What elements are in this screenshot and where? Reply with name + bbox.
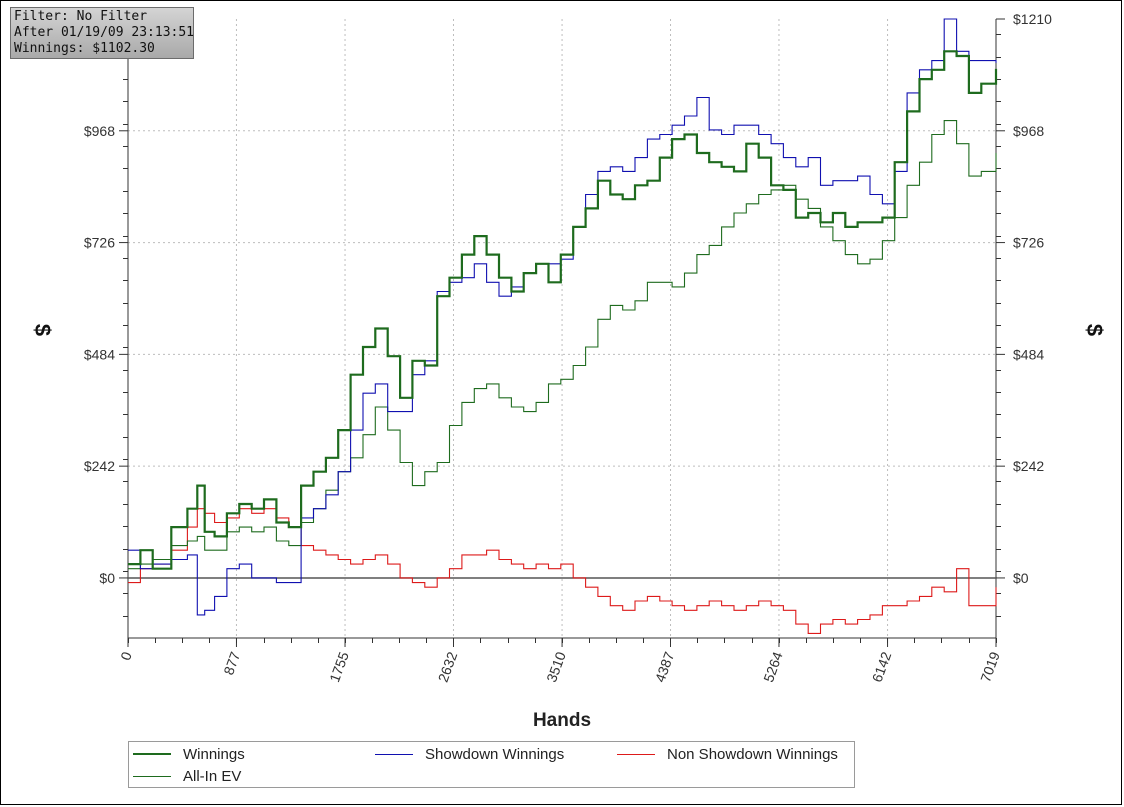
legend-swatch-showdown (375, 753, 413, 755)
legend-swatch-winnings (133, 753, 171, 755)
y-axis-title-right: $ (1082, 324, 1107, 336)
y-tick-label-left: $484 (84, 346, 115, 362)
y-tick-label-right: $726 (1013, 235, 1044, 251)
filter-text: Filter: No Filter (14, 9, 148, 24)
legend-item-allin: All-In EV (133, 766, 241, 786)
legend-item-nonshowdown: Non Showdown Winnings (617, 744, 838, 764)
legend-swatch-allin (133, 775, 171, 777)
legend-label-showdown: Showdown Winnings (425, 745, 565, 763)
legend-label-nonshowdown: Non Showdown Winnings (667, 745, 838, 763)
legend-label-winnings: Winnings (183, 745, 245, 763)
legend-item-winnings: Winnings (133, 744, 245, 764)
x-tick-label: 4387 (652, 649, 678, 684)
axes-layer (119, 18, 1005, 647)
non-showdown-winnings-line (128, 508, 997, 634)
y-tick-label-right: $484 (1013, 346, 1044, 362)
y-tick-label-right: $968 (1013, 123, 1044, 139)
x-axis-title: Hands (533, 710, 591, 731)
all-in-ev-line (128, 120, 997, 570)
legend-item-showdown: Showdown Winnings (375, 744, 564, 764)
winnings-line (128, 50, 998, 570)
legend-label-allin: All-In EV (183, 767, 242, 785)
winnings-total-text: Winnings: $1102.30 (14, 41, 155, 56)
grid-layer (128, 19, 996, 638)
legend-swatch-nonshowdown (617, 753, 655, 755)
x-tick-label: 0 (117, 649, 135, 662)
y-tick-label-right: $1210 (1013, 11, 1052, 27)
chart-legend: Winnings Showdown Winnings Non Showdown … (128, 741, 855, 788)
x-tick-label: 5264 (760, 649, 786, 684)
y-tick-label-left: $0 (99, 570, 115, 586)
x-tick-label: 7019 (977, 649, 1003, 684)
y-tick-label-left: $968 (84, 123, 115, 139)
series-layer (128, 18, 998, 634)
y-tick-label-left: $726 (84, 235, 115, 251)
x-tick-label: 3510 (543, 649, 569, 684)
after-date-text: After 01/19/09 23:13:51 (14, 25, 195, 40)
x-tick-label: 2632 (435, 649, 461, 684)
x-tick-label: 877 (220, 649, 243, 677)
y-tick-label-right: $0 (1013, 570, 1029, 586)
filter-info-box: Filter: No Filter After 01/19/09 23:13:5… (10, 7, 194, 59)
y-tick-label-left: $242 (84, 458, 115, 474)
y-axis-title-left: $ (30, 324, 55, 336)
y-tick-label-right: $242 (1013, 458, 1044, 474)
x-tick-label: 6142 (869, 649, 895, 684)
x-tick-label: 1755 (326, 649, 352, 684)
showdown-winnings-line (128, 18, 997, 616)
labels-layer: $0 $0 $242 $242 $484 $484 $726 $726 $968 $968 $121… (76, 11, 1052, 684)
